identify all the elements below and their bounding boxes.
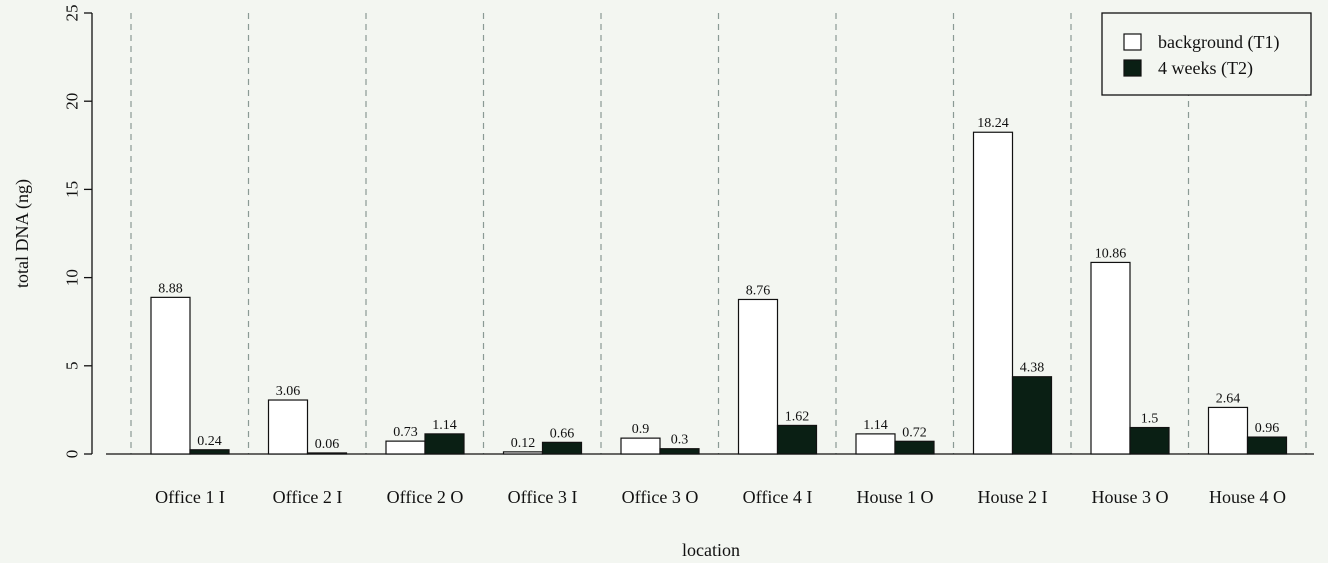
- value-label: 1.14: [432, 418, 457, 433]
- value-label: 0.9: [632, 422, 650, 437]
- legend-swatch-background: [1123, 33, 1142, 51]
- y-tick-label: 10: [63, 269, 82, 286]
- bar-background: [972, 131, 1014, 455]
- category-label: Office 1 I: [155, 487, 225, 507]
- value-label: 0.66: [550, 426, 575, 441]
- bar-4-weeks: [659, 448, 700, 455]
- value-label: 0.06: [315, 437, 340, 452]
- bar-background: [737, 298, 779, 455]
- category-label: Office 3 O: [622, 487, 699, 507]
- value-label: 10.86: [1095, 246, 1127, 261]
- value-label: 1.14: [863, 418, 888, 433]
- legend-swatch-4-weeks: [1123, 59, 1142, 77]
- value-label: 0.72: [902, 425, 927, 440]
- bar-background: [1090, 261, 1131, 455]
- y-axis: 0 5 10 15 20 25: [63, 5, 93, 459]
- value-label: 3.06: [276, 384, 301, 399]
- value-label: 0.3: [671, 433, 689, 448]
- value-label: 4.38: [1020, 361, 1045, 376]
- group-separators: [130, 13, 1307, 454]
- legend-label-background: background (T1): [1158, 32, 1279, 53]
- legend-box: [1101, 12, 1312, 96]
- legend-label-4-weeks: 4 weeks (T2): [1158, 58, 1253, 79]
- y-tick-label: 20: [63, 93, 82, 110]
- bar-4-weeks: [306, 452, 348, 455]
- value-label: 1.62: [785, 409, 810, 424]
- bar-4-weeks: [894, 440, 935, 455]
- value-label: 0.73: [393, 425, 418, 440]
- bar-4-weeks: [541, 441, 583, 455]
- value-label: 0.12: [511, 436, 536, 451]
- category-label: Office 3 I: [508, 487, 578, 507]
- category-label: House 1 O: [857, 487, 934, 507]
- value-labels: 8.88 0.24 3.06 0.06 0.73 1.14 0.12 0.66 0.9 0.3 8.…: [158, 116, 1279, 452]
- y-tick-label: 5: [63, 362, 82, 371]
- bar-4-weeks: [1011, 376, 1053, 455]
- y-tick-label: 25: [63, 5, 82, 22]
- category-label: Office 4 I: [743, 487, 813, 507]
- bar-background: [502, 451, 544, 455]
- bar-background: [855, 433, 896, 455]
- category-label: House 4 O: [1209, 487, 1286, 507]
- value-label: 0.24: [197, 434, 222, 449]
- value-label: 2.64: [1216, 391, 1241, 406]
- y-tick-label: 0: [63, 450, 82, 459]
- bar-4-weeks: [1246, 436, 1288, 455]
- bar-4-weeks: [1129, 426, 1170, 455]
- bar-background: [150, 296, 191, 455]
- value-label: 0.96: [1255, 421, 1280, 436]
- value-label: 1.5: [1141, 412, 1159, 427]
- bar-4-weeks: [424, 433, 465, 455]
- category-label: Office 2 I: [273, 487, 343, 507]
- category-label: House 2 I: [978, 487, 1048, 507]
- bars: [150, 131, 1288, 455]
- value-label: 8.88: [158, 281, 183, 296]
- value-label: 18.24: [977, 116, 1009, 131]
- bar-4-weeks: [776, 424, 818, 455]
- bar-background: [267, 399, 309, 455]
- y-tick-label: 15: [63, 181, 82, 198]
- bar-background: [1207, 406, 1249, 455]
- bar-background: [385, 440, 426, 455]
- bar-background: [620, 437, 661, 455]
- y-axis-title: total DNA (ng): [12, 179, 33, 288]
- category-label: House 3 O: [1092, 487, 1169, 507]
- category-label: Office 2 O: [387, 487, 464, 507]
- legend: background (T1) 4 weeks (T2): [1101, 12, 1312, 96]
- bar-4-weeks: [189, 449, 230, 455]
- category-labels: Office 1 I Office 2 I Office 2 O Office 3 I…: [155, 487, 1286, 507]
- x-axis-title: location: [682, 540, 740, 560]
- value-label: 8.76: [746, 283, 771, 298]
